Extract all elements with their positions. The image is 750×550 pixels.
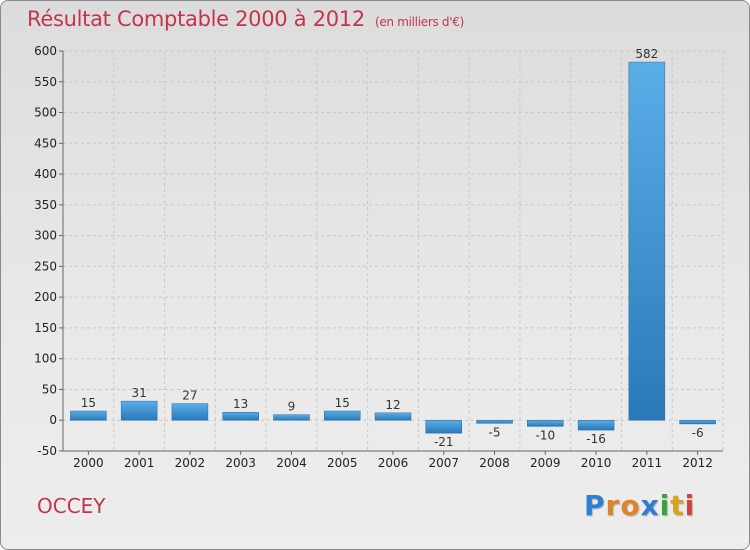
bar-2006	[374, 412, 412, 421]
data-label: 12	[385, 398, 400, 412]
y-tick-label: -50	[37, 444, 57, 458]
y-tick-label: 200	[34, 290, 57, 304]
x-tick-label: 2011	[632, 456, 663, 470]
logo-letter: i	[684, 489, 696, 522]
y-tick-label: 50	[42, 382, 57, 396]
logo-letter: P	[584, 489, 606, 522]
y-tick-label: 100	[34, 352, 57, 366]
data-label: 15	[81, 396, 96, 410]
bar-2011	[628, 61, 666, 421]
y-tick-label: 300	[34, 229, 57, 243]
x-tick-label: 2005	[327, 456, 358, 470]
data-label: -5	[489, 425, 501, 439]
y-tick-label: 0	[49, 413, 57, 427]
x-tick-label: 2004	[276, 456, 307, 470]
y-tick-label: 500	[34, 106, 57, 120]
logo-letter: o	[620, 489, 641, 522]
logo-letter: i	[659, 489, 671, 522]
chart-title: Résultat Comptable 2000 à 2012 (en millie…	[27, 7, 464, 31]
x-tick-label: 2012	[682, 456, 713, 470]
bar-2005	[323, 410, 361, 421]
bar-2009	[527, 419, 564, 427]
y-tick-label: 600	[34, 44, 57, 58]
x-tick-label: 2010	[581, 456, 612, 470]
axes: -50 0 50 100 150 200 250 300 350 400 450 500 550 600 2…	[34, 44, 723, 470]
y-tick-label: 550	[34, 75, 57, 89]
data-labels: 15 31 27 13 9 15 12 -21 -5 -10 -16 582 -6	[81, 47, 704, 449]
bar-2007	[425, 419, 463, 434]
data-label: 582	[635, 47, 658, 61]
x-tick-label: 2007	[428, 456, 459, 470]
bar-2001	[120, 400, 158, 421]
bar-2012	[679, 419, 716, 425]
grid	[62, 50, 724, 452]
y-tick-label: 350	[34, 198, 57, 212]
data-label: 27	[182, 389, 197, 403]
data-label: 9	[288, 400, 296, 414]
bar-2008	[476, 419, 513, 424]
commune-name: OCCEY	[37, 494, 106, 518]
x-tick-label: 2001	[124, 456, 155, 470]
y-tick-label: 450	[34, 136, 57, 150]
bar-2000	[70, 410, 107, 421]
y-tick-label: 250	[34, 259, 57, 273]
data-label: -10	[536, 428, 556, 442]
bar-2003	[222, 411, 259, 421]
data-label: -16	[586, 432, 606, 446]
logo-letter: t	[670, 489, 685, 522]
logo-letter: r	[605, 489, 621, 522]
proxiti-logo[interactable]: Proxiti	[584, 489, 695, 522]
data-label: -21	[434, 435, 454, 449]
bar-2010	[577, 419, 615, 431]
unit-note: (en milliers d'€)	[374, 15, 464, 29]
x-tick-label: 2008	[479, 456, 510, 470]
logo-letter: x	[640, 489, 660, 522]
x-tick-label: 2000	[73, 456, 104, 470]
x-tick-label: 2006	[378, 456, 409, 470]
data-label: -6	[692, 426, 704, 440]
title-text: Résultat Comptable 2000 à 2012	[27, 7, 365, 31]
y-tick-label: 400	[34, 167, 57, 181]
bar-2002	[171, 403, 209, 421]
x-tick-label: 2002	[175, 456, 206, 470]
data-label: 15	[335, 396, 350, 410]
data-label: 13	[233, 397, 248, 411]
bar-2004	[273, 414, 310, 421]
y-tick-label: 150	[34, 321, 57, 335]
x-tick-label: 2003	[225, 456, 256, 470]
x-tick-label: 2009	[530, 456, 561, 470]
data-label: 31	[132, 386, 147, 400]
bars	[70, 61, 716, 434]
